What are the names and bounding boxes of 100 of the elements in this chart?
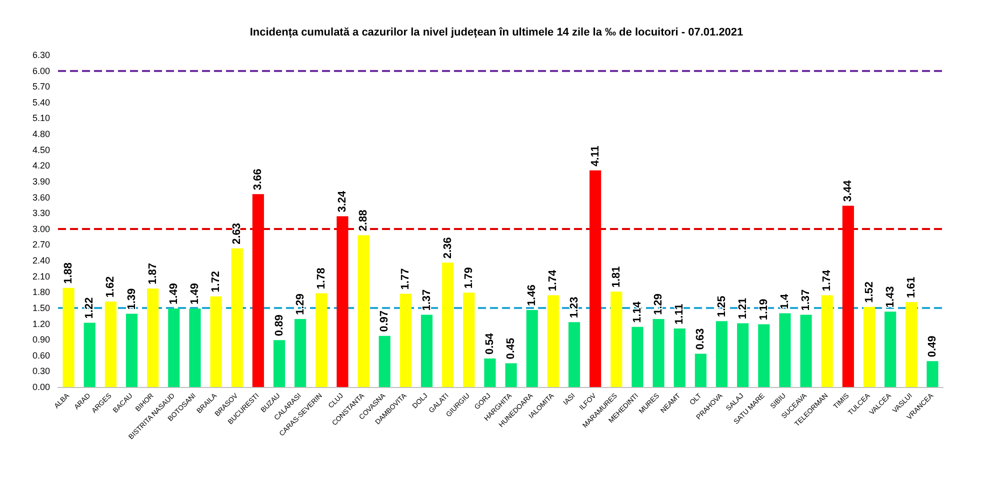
y-tick-label: 4.20	[32, 160, 50, 171]
data-label: 0.45	[505, 338, 518, 360]
bar	[590, 170, 602, 387]
bar	[400, 294, 412, 387]
y-tick-label: 2.40	[32, 256, 50, 266]
bar	[104, 302, 116, 387]
data-label: 1.29	[652, 294, 665, 316]
data-label: 0.89	[273, 314, 286, 336]
data-label: 1.81	[610, 266, 622, 288]
data-label: 1.52	[863, 281, 876, 303]
y-tick-label: 3.90	[32, 176, 50, 186]
y-tick-label: 1.50	[32, 302, 50, 313]
data-label: 1.49	[188, 283, 201, 304]
y-tick-label: 0.30	[32, 366, 50, 376]
data-label: 1.22	[84, 297, 96, 319]
data-label: 0.97	[378, 310, 391, 332]
y-tick-label: 1.20	[32, 318, 50, 329]
bar	[442, 262, 454, 387]
data-label: 1.21	[736, 298, 749, 320]
bar	[716, 321, 728, 387]
bar	[779, 313, 791, 387]
bar	[674, 328, 686, 387]
data-label: 4.11	[589, 146, 602, 166]
y-tick-label: 5.70	[32, 82, 50, 92]
bar	[526, 310, 538, 387]
data-label: 1.61	[905, 276, 918, 298]
bar	[632, 326, 644, 387]
bar	[210, 296, 222, 387]
y-tick-label: 3.00	[32, 224, 50, 234]
data-label: 1.78	[315, 268, 328, 290]
bar	[420, 314, 433, 387]
bar	[842, 206, 854, 387]
y-tick-label: 0.60	[32, 350, 50, 360]
data-label: 3.24	[336, 190, 348, 212]
y-tick-label: 2.70	[32, 240, 50, 250]
chart-title: Incidența cumulată a cazurilor la nivel județean în ultimele 14 zile la ‰ de locuitori - 07.01.2021	[250, 26, 744, 38]
bar	[610, 292, 622, 387]
bar	[126, 314, 138, 387]
data-label: 1.72	[210, 270, 222, 292]
bar	[189, 308, 201, 387]
bar	[358, 235, 370, 387]
data-label: 2.88	[358, 210, 370, 232]
bar	[821, 295, 833, 387]
bar	[547, 295, 559, 387]
bar	[652, 319, 664, 387]
bar	[62, 288, 74, 387]
data-label: 1.29	[294, 294, 306, 316]
data-label: 1.23	[568, 296, 580, 318]
data-label: 1.19	[758, 298, 770, 320]
bar	[147, 288, 159, 387]
y-tick-label: 0.00	[32, 382, 50, 392]
data-label: 1.39	[126, 288, 138, 310]
data-label: 3.44	[842, 179, 854, 202]
y-tick-label: 6.00	[32, 66, 50, 76]
data-label: 1.14	[631, 300, 644, 323]
y-tick-label: 6.30	[32, 50, 50, 60]
y-tick-label: 2.10	[32, 271, 50, 282]
bar	[252, 194, 264, 387]
data-label: 1.62	[104, 276, 117, 298]
y-tick-label: 3.30	[32, 208, 50, 218]
y-tick-label: 4.50	[32, 144, 50, 155]
data-label: 1.87	[146, 263, 159, 284]
data-label: 1.74	[547, 269, 560, 292]
y-tick-label: 1.80	[32, 287, 50, 298]
y-tick-label: 5.10	[32, 113, 50, 124]
data-label: 1.49	[168, 283, 180, 304]
data-label: 1.88	[62, 262, 75, 284]
data-label: 2.36	[442, 237, 454, 259]
bar	[84, 322, 96, 387]
y-tick-label: 4.80	[32, 129, 50, 140]
data-label: 1.25	[716, 296, 728, 318]
bar	[168, 308, 180, 387]
data-label: 1.37	[800, 289, 812, 311]
data-label: 1.11	[674, 304, 686, 325]
y-tick-label: 5.40	[32, 97, 50, 108]
bar	[484, 358, 496, 387]
data-label: 1.4	[778, 293, 791, 310]
bar	[800, 314, 812, 387]
bar	[906, 302, 918, 387]
bar	[863, 306, 876, 387]
data-label: 0.54	[484, 332, 496, 355]
data-label: 2.63	[231, 222, 244, 244]
data-label: 1.77	[400, 268, 412, 290]
bar	[463, 292, 475, 387]
data-label: 0.49	[926, 336, 938, 358]
bar	[737, 323, 749, 387]
data-label: 3.66	[252, 168, 264, 190]
data-label: 1.46	[526, 284, 538, 306]
data-label: 1.79	[462, 267, 475, 289]
bar	[294, 319, 306, 387]
data-label: 1.74	[821, 269, 834, 292]
bar	[568, 322, 580, 387]
data-label: 1.37	[420, 289, 433, 311]
bar	[273, 340, 286, 387]
bar	[694, 354, 706, 387]
bar	[231, 248, 243, 387]
bar	[378, 336, 390, 387]
bar	[505, 363, 517, 387]
bar	[336, 216, 348, 387]
y-tick-label: 0.90	[32, 334, 50, 345]
